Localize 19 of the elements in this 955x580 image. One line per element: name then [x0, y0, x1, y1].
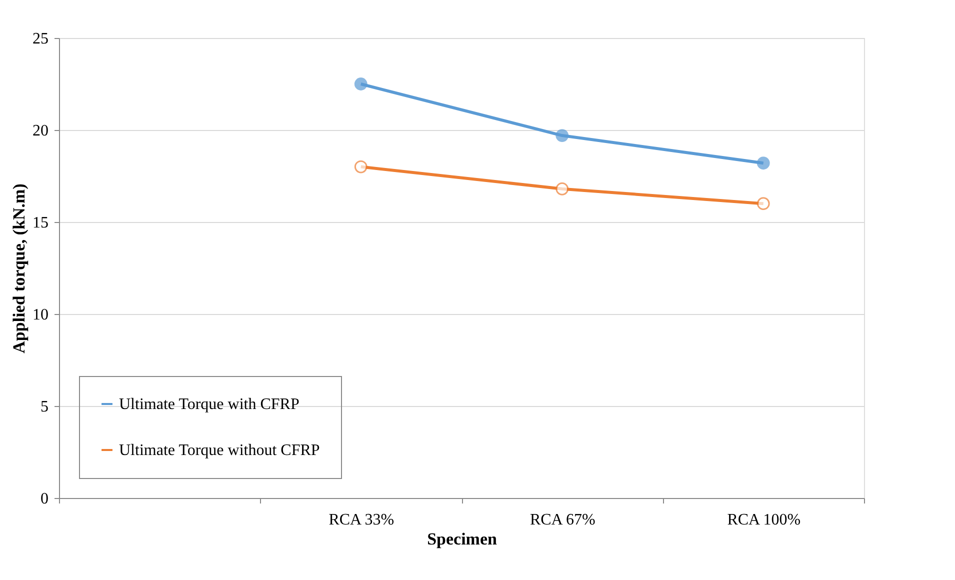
x-axis-title: Specimen — [427, 530, 498, 548]
point — [756, 156, 770, 170]
point — [354, 78, 368, 90]
y-tick-label: 10 — [32, 306, 48, 324]
y-tick-label: 20 — [32, 122, 48, 140]
point — [556, 182, 569, 196]
y-tick-label: 0 — [40, 490, 48, 508]
x-tick-label: RCA 33% — [328, 512, 394, 528]
legend-label: Ultimate Torque with CFRP — [119, 396, 300, 413]
point — [756, 197, 770, 210]
y-tick-label: 5 — [40, 398, 48, 416]
x-tick-label: RCA 100% — [727, 512, 801, 528]
y-axis-title: Applied torque, (kN.m) — [10, 184, 28, 354]
y-tick-label: 25 — [32, 30, 48, 48]
y-tick-label: 15 — [32, 214, 48, 232]
point — [556, 129, 569, 142]
x-tick-label: RCA 67% — [530, 512, 596, 528]
legend-label: Ultimate Torque without CFRP — [119, 442, 320, 459]
point — [354, 160, 368, 174]
